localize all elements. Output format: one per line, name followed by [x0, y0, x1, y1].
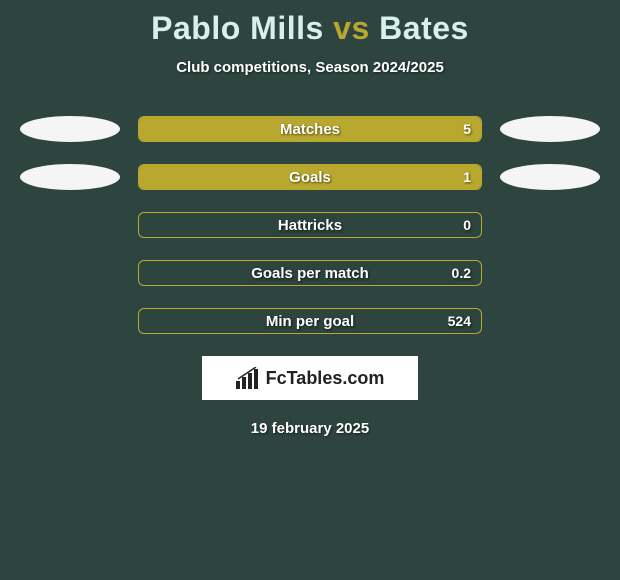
logo-text: FcTables.com [266, 368, 385, 389]
stat-value: 0.2 [452, 261, 471, 285]
vs-text: vs [333, 10, 370, 46]
right-ellipse-placeholder [500, 212, 600, 238]
stat-bar: Matches5 [138, 116, 482, 142]
fctables-logo: FcTables.com [202, 356, 418, 400]
comparison-title: Pablo Mills vs Bates [0, 0, 620, 47]
chart-icon [236, 367, 260, 389]
date-text: 19 february 2025 [0, 420, 620, 437]
stat-value: 0 [463, 213, 471, 237]
left-ellipse-placeholder [20, 260, 120, 286]
stat-label: Matches [139, 117, 481, 141]
stat-bar: Goals1 [138, 164, 482, 190]
stat-value: 524 [448, 309, 471, 333]
player1-name: Pablo Mills [151, 10, 324, 46]
right-ellipse-placeholder [500, 308, 600, 334]
stat-bar: Min per goal524 [138, 308, 482, 334]
stat-label: Goals per match [139, 261, 481, 285]
right-ellipse [500, 164, 600, 190]
stat-row: Goals per match0.2 [0, 260, 620, 286]
right-ellipse-placeholder [500, 260, 600, 286]
left-ellipse-placeholder [20, 308, 120, 334]
stats-rows: Matches5Goals1Hattricks0Goals per match0… [0, 116, 620, 334]
stat-label: Goals [139, 165, 481, 189]
stat-bar: Goals per match0.2 [138, 260, 482, 286]
subtitle: Club competitions, Season 2024/2025 [0, 59, 620, 76]
right-ellipse [500, 116, 600, 142]
stat-row: Matches5 [0, 116, 620, 142]
stat-label: Hattricks [139, 213, 481, 237]
stat-row: Goals1 [0, 164, 620, 190]
stat-value: 5 [463, 117, 471, 141]
player2-name: Bates [379, 10, 469, 46]
stat-label: Min per goal [139, 309, 481, 333]
stat-value: 1 [463, 165, 471, 189]
left-ellipse-placeholder [20, 212, 120, 238]
stat-bar: Hattricks0 [138, 212, 482, 238]
stat-row: Hattricks0 [0, 212, 620, 238]
left-ellipse [20, 116, 120, 142]
left-ellipse [20, 164, 120, 190]
stat-row: Min per goal524 [0, 308, 620, 334]
